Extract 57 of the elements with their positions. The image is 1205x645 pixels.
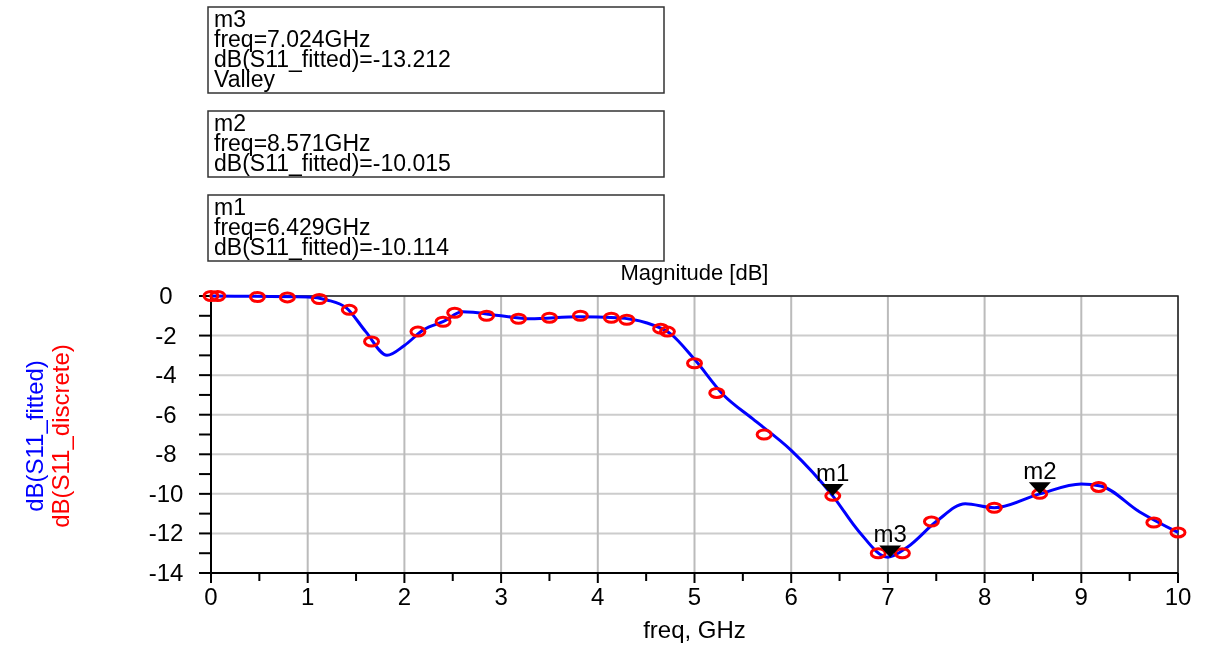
annotation: m1 (816, 459, 850, 487)
x-tick-label: 2 (397, 583, 412, 610)
y-tick-label: 0 (159, 282, 173, 309)
point (869, 547, 887, 560)
point (1145, 516, 1163, 529)
point (340, 303, 358, 316)
y-tick-label: -6 (155, 400, 177, 428)
point (602, 311, 620, 324)
x-tick-label: 3 (494, 583, 508, 610)
x-tick-label: 5 (687, 583, 702, 610)
x-tick-label: 10 (1164, 583, 1192, 610)
point (1090, 480, 1108, 493)
text: m3 freq=7.024GHz dB(S11_fitted)=-13.212 Valley (214, 6, 451, 92)
y-tick-label: -2 (155, 321, 177, 349)
point (446, 306, 464, 319)
point (478, 309, 496, 322)
point (540, 311, 558, 324)
point (1031, 487, 1049, 500)
y-tick-label: -12 (148, 519, 184, 547)
x-tick-label: 6 (784, 583, 798, 610)
point (248, 290, 266, 303)
y-tick-label: -4 (155, 361, 177, 389)
y-tick-label: -14 (148, 559, 184, 586)
x-tick-label: 7 (881, 583, 895, 610)
point (310, 292, 328, 305)
point (708, 386, 726, 399)
point (985, 501, 1003, 514)
point (652, 322, 670, 335)
point (510, 312, 528, 325)
point (409, 325, 427, 338)
x-tick-label: 0 (204, 583, 218, 610)
point (363, 335, 381, 348)
point (824, 489, 842, 502)
point (434, 315, 452, 328)
x-tick-label: 1 (301, 583, 315, 610)
point (893, 547, 911, 560)
y-tick-label: -8 (155, 440, 177, 468)
annotation: m2 (1023, 457, 1057, 485)
point (278, 291, 296, 304)
x-tick-label: 4 (591, 583, 605, 610)
text: m2 freq=8.571GHz dB(S11_fitted)=-10.015 (214, 110, 451, 176)
x-axis-title: freq, GHz (643, 616, 746, 643)
point (571, 309, 589, 322)
text: dB(S11_discrete) (47, 344, 74, 528)
point (922, 515, 940, 528)
x-tick-label: 9 (1074, 583, 1088, 610)
x-tick-label: 8 (977, 583, 992, 610)
point (1169, 526, 1187, 539)
point (658, 325, 676, 338)
text: dB(S11_fitted) (21, 360, 48, 512)
chart-title: Magnitude [dB] (620, 260, 769, 285)
text: m1 freq=6.429GHz dB(S11_fitted)=-10.114 (214, 194, 450, 260)
point (618, 313, 636, 326)
point (686, 357, 703, 370)
annotation: m3 (873, 520, 907, 548)
point (755, 428, 773, 441)
y-tick-label: -10 (148, 479, 184, 507)
